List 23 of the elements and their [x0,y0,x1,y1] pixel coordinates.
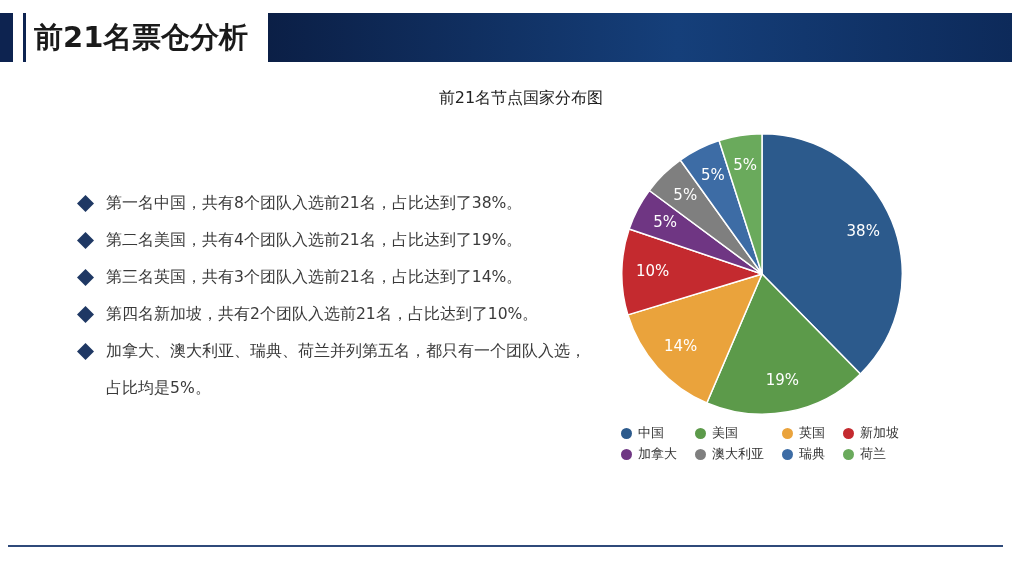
data-label: 5% [700,166,725,185]
text: 第二名美国，共有4个团队入选前21名，占比达到了19%。 [106,231,523,249]
text: 前21名票仓分析 [34,19,249,56]
legend-label: 美国 [712,424,738,442]
chart-subtitle: 前21名节点国家分布图 [437,87,605,109]
legend-label: 瑞典 [799,445,825,463]
legend-label: 荷兰 [860,445,886,463]
data-label: 14% [663,336,698,355]
data-label: 19% [765,371,799,390]
text: 第一名中国，共有8个团队入选前21名，占比达到了38%。 [106,194,523,212]
text: 加拿大、澳大利亚、瑞典、荷兰并列第五名，都只有一个团队入选，占比均是5%。 [106,342,586,397]
data-label: 5% [673,185,698,204]
data-label: 5% [733,155,757,174]
data-label: 5% [653,213,677,232]
legend-label: 英国 [799,424,825,442]
legend-label: 中国 [638,424,664,442]
text: 第四名新加坡，共有2个团队入选前21名，占比达到了10%。 [106,305,539,323]
data-label: 38% [846,222,880,241]
legend-label: 澳大利亚 [712,445,764,463]
legend-label: 新加坡 [860,424,899,442]
legend-label: 加拿大 [638,445,677,463]
text: 第三名英国，共有3个团队入选前21名，占比达到了14%。 [106,268,523,286]
data-label: 10% [635,262,670,281]
